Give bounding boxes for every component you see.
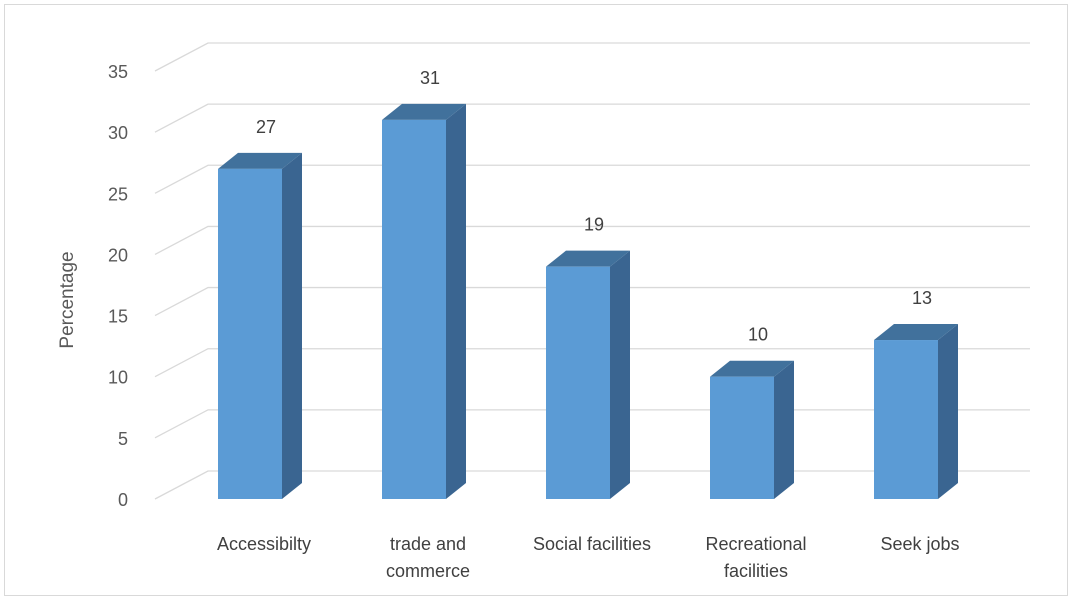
gridline: [154, 348, 1030, 378]
data-label: 27: [256, 117, 276, 137]
bar-front: [546, 266, 610, 499]
y-tick-label: 30: [108, 123, 128, 143]
bar-top: [710, 360, 794, 377]
data-label: 13: [912, 288, 932, 308]
bar-side: [282, 152, 302, 500]
y-tick-label: 0: [118, 490, 128, 510]
y-tick-label: 10: [108, 368, 128, 388]
bar-side: [938, 324, 958, 499]
bar-front: [218, 168, 282, 500]
bar-side: [446, 103, 466, 500]
gridline: [154, 286, 1030, 317]
x-category-label: trade and: [390, 534, 466, 554]
bar-top: [218, 152, 302, 169]
y-axis-ticks: 0 5 10 15 20 25 30 35: [108, 62, 128, 510]
y-tick-label: 25: [108, 184, 128, 204]
bars: [218, 103, 958, 500]
bar-front: [382, 119, 446, 500]
x-axis-categories: Accessibilty trade and commerce Social faci…: [217, 534, 960, 581]
gridline: [154, 42, 1030, 72]
bar: [546, 250, 630, 499]
data-label: 19: [584, 215, 604, 235]
data-label: 31: [420, 68, 440, 88]
bar-side: [610, 250, 630, 499]
y-axis-label: Percentage: [57, 251, 78, 348]
bar-top: [874, 324, 958, 341]
data-labels: 27 31 19 10 13: [256, 68, 932, 345]
gridline: [154, 225, 1030, 256]
y-tick-label: 5: [118, 429, 128, 449]
y-tick-label: 20: [108, 245, 128, 265]
x-category-label: Accessibilty: [217, 534, 311, 554]
bar-front: [710, 376, 774, 499]
y-tick-label: 15: [108, 307, 128, 327]
x-category-label: facilities: [724, 561, 788, 581]
bar: [218, 152, 302, 500]
gridline: [154, 164, 1030, 194]
data-label: 10: [748, 325, 768, 345]
gridline: [154, 103, 1030, 133]
y-tick-label: 35: [108, 62, 128, 82]
x-category-label: Seek jobs: [880, 534, 959, 554]
bar: [382, 103, 466, 500]
bar: [710, 360, 794, 499]
bar-top: [382, 103, 466, 120]
x-category-label: Recreational: [705, 534, 806, 554]
x-category-label: commerce: [386, 561, 470, 581]
bar-front: [874, 340, 938, 499]
x-category-label: Social facilities: [533, 534, 651, 554]
bar-side: [774, 360, 794, 499]
bar-top: [546, 250, 630, 267]
bar: [874, 324, 958, 499]
